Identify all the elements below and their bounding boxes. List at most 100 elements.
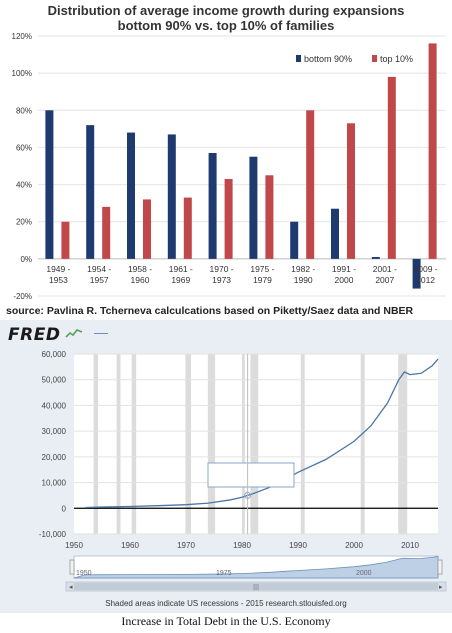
navigator-label: 1950 xyxy=(76,570,92,577)
bar-bottom-90 xyxy=(249,156,258,259)
y-tick-label: 20,000 xyxy=(42,453,67,462)
y-tick-label: -10,000 xyxy=(39,530,67,539)
fred-footer-note: Shaded areas indicate US recessions - 20… xyxy=(105,599,347,608)
navigator-left-handle xyxy=(69,559,75,575)
x-tick-label: 1950 xyxy=(65,541,83,550)
bar-top-10 xyxy=(306,110,315,259)
bar-bottom-90 xyxy=(331,208,339,259)
y-tick-label: 100% xyxy=(12,69,32,78)
chart-title-line-1: Distribution of average income growth du… xyxy=(48,3,405,18)
y-tick-label: 80% xyxy=(16,106,32,115)
fred-logo: FRED xyxy=(8,325,61,345)
navigator-right-handle xyxy=(437,559,443,575)
y-tick-label: -20% xyxy=(13,292,32,301)
x-tick-label: 2001 - xyxy=(373,264,397,274)
income-growth-chart-panel: Distribution of average income growth du… xyxy=(6,3,446,317)
y-tick-label: 60,000 xyxy=(42,350,67,359)
x-tick-label: 2010 xyxy=(401,541,419,550)
hover-point-marker xyxy=(244,491,252,499)
x-tick-label: 1990 xyxy=(294,275,313,285)
x-tick-label: 1970 xyxy=(177,541,195,550)
navigator-label: 2000 xyxy=(356,570,372,577)
y-tick-label: 120% xyxy=(12,32,32,41)
x-tick-label: 1973 xyxy=(212,275,231,285)
fred-chart-panel: FRED 60,000 50,000 40,000 30,000 20,000 10,00… xyxy=(0,320,452,613)
x-tick-label: 2000 xyxy=(335,275,354,285)
x-tick-label: 2000 xyxy=(345,541,363,550)
x-tick-label: 1991 - xyxy=(332,264,356,274)
bar-bottom-90 xyxy=(412,258,421,289)
bar-bottom-90 xyxy=(45,110,54,259)
navigator-series-area xyxy=(73,556,439,579)
x-tick-label: 1980 xyxy=(233,541,251,550)
x-tick-label: 1969 xyxy=(171,275,190,285)
chart-source-note: source: Pavlina R. Tcherneva calculcatio… xyxy=(6,305,414,317)
x-tick-label: 1958 - xyxy=(128,264,152,274)
bar-top-10 xyxy=(183,197,192,259)
y-tick-label: 0 xyxy=(62,504,67,513)
x-tick-label: 2007 xyxy=(375,275,394,285)
x-tick-label: 1949 - xyxy=(46,264,70,274)
total-debt-line-chart: 60,000 50,000 40,000 30,000 20,000 10,000 0 -10… xyxy=(39,350,447,592)
fred-logo-mark-icon xyxy=(65,329,83,338)
x-tick-label: 1961 - xyxy=(169,264,193,274)
legend-swatch xyxy=(372,55,377,62)
bar-bottom-90 xyxy=(167,134,176,259)
navigator-scrollbar-thumb xyxy=(74,583,438,590)
x-tick-label: 1960 xyxy=(131,275,150,285)
recession-band xyxy=(360,354,365,534)
chart-title-line-2: bottom 90% vs. top 10% of families xyxy=(118,18,335,33)
bar-top-10 xyxy=(387,76,396,259)
bar-bottom-90 xyxy=(290,221,299,259)
x-tick-label: 1957 xyxy=(90,275,109,285)
bar-bottom-90 xyxy=(86,125,95,259)
recession-band xyxy=(398,354,408,534)
recession-band xyxy=(93,354,99,534)
y-tick-label: 0% xyxy=(20,255,32,264)
y-tick-label: 40% xyxy=(16,181,32,190)
y-tick-label: 50,000 xyxy=(42,376,67,385)
bar-top-10 xyxy=(265,175,274,259)
bar-top-10 xyxy=(143,199,151,259)
recession-band xyxy=(131,354,137,534)
x-tick-label: 1990 xyxy=(289,541,307,550)
y-tick-label: 20% xyxy=(16,218,32,227)
legend-swatch xyxy=(296,55,301,62)
y-tick-label: 30,000 xyxy=(42,427,67,436)
x-tick-label: 1979 xyxy=(253,275,272,285)
income-growth-bar-chart: Distribution of average income growth du… xyxy=(12,3,446,301)
x-tick-label: 1982 - xyxy=(291,264,315,274)
bar-bottom-90 xyxy=(371,257,380,259)
y-tick-label: 60% xyxy=(16,143,32,152)
recession-band xyxy=(242,354,245,534)
scroll-grip-icon: ||| xyxy=(253,584,259,591)
recession-band xyxy=(207,354,216,534)
x-tick-label: 1970 - xyxy=(210,264,234,274)
recession-band xyxy=(185,354,192,534)
bar-top-10 xyxy=(224,179,233,259)
fred-legend-line xyxy=(94,333,108,334)
scroll-left-arrow-icon: ◂ xyxy=(69,583,73,591)
y-tick-label: 40,000 xyxy=(42,401,67,410)
recession-band xyxy=(250,354,259,534)
x-tick-label: 2012 xyxy=(416,275,435,285)
x-tick-label: 1954 - xyxy=(87,264,111,274)
bar-bottom-90 xyxy=(127,132,135,259)
hover-tooltip-box xyxy=(207,462,295,488)
y-tick-label: 10,000 xyxy=(42,479,67,488)
bar-top-10 xyxy=(61,221,70,259)
bar-top-10 xyxy=(102,206,111,259)
recession-band xyxy=(116,354,121,534)
scroll-right-arrow-icon: ▸ xyxy=(439,583,443,591)
legend-label: top 10% xyxy=(380,54,413,64)
bar-top-10 xyxy=(347,123,355,259)
legend-label: bottom 90% xyxy=(304,54,352,64)
bar-top-10 xyxy=(428,43,437,259)
figure-caption: Increase in Total Debt in the U.S. Econo… xyxy=(121,614,331,628)
navigator-label: 1975 xyxy=(216,570,232,577)
x-tick-label: 1975 - xyxy=(250,264,274,274)
x-tick-label: 1953 xyxy=(49,275,68,285)
x-tick-label: 1960 xyxy=(121,541,139,550)
recession-band xyxy=(300,354,305,534)
x-tick-label: 2009 - xyxy=(414,264,438,274)
